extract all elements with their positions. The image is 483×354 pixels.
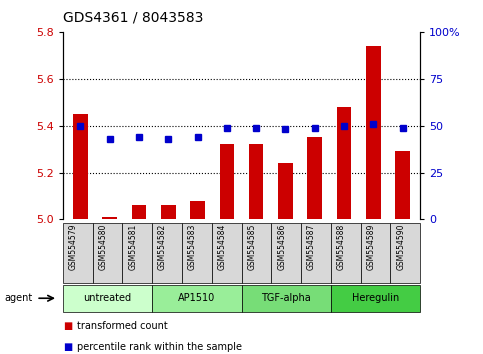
Text: GSM554583: GSM554583: [188, 224, 197, 270]
Text: ■: ■: [63, 342, 72, 352]
Text: percentile rank within the sample: percentile rank within the sample: [77, 342, 242, 352]
Text: GSM554589: GSM554589: [367, 224, 376, 270]
Text: GSM554579: GSM554579: [69, 224, 78, 270]
Text: GSM554582: GSM554582: [158, 224, 167, 270]
Text: GDS4361 / 8043583: GDS4361 / 8043583: [63, 11, 203, 25]
Text: untreated: untreated: [84, 293, 131, 303]
Text: Heregulin: Heregulin: [352, 293, 399, 303]
Text: GSM554581: GSM554581: [128, 224, 137, 270]
Bar: [278, 163, 293, 219]
Bar: [220, 144, 234, 219]
Bar: [161, 205, 176, 219]
Text: TGF-alpha: TGF-alpha: [261, 293, 311, 303]
Bar: [190, 201, 205, 219]
Text: GSM554586: GSM554586: [277, 224, 286, 270]
Bar: [132, 205, 146, 219]
Bar: [249, 144, 263, 219]
Bar: [102, 217, 117, 219]
Text: agent: agent: [5, 293, 33, 303]
Bar: [73, 114, 88, 219]
Bar: [395, 152, 410, 219]
Text: GSM554588: GSM554588: [337, 224, 346, 270]
Text: GSM554580: GSM554580: [99, 224, 108, 270]
Text: AP1510: AP1510: [178, 293, 215, 303]
Text: GSM554590: GSM554590: [397, 224, 405, 270]
Bar: [337, 107, 351, 219]
Text: GSM554585: GSM554585: [247, 224, 256, 270]
Text: GSM554584: GSM554584: [218, 224, 227, 270]
Bar: [366, 46, 381, 219]
Bar: [307, 137, 322, 219]
Text: ■: ■: [63, 321, 72, 331]
Text: transformed count: transformed count: [77, 321, 168, 331]
Text: GSM554587: GSM554587: [307, 224, 316, 270]
